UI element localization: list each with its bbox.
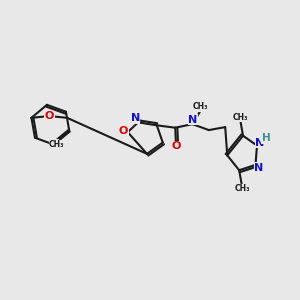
Text: H: H [262,133,270,143]
Text: O: O [119,126,128,136]
Text: N: N [255,138,265,148]
Text: N: N [188,115,198,125]
Text: N: N [254,163,264,173]
Text: CH₃: CH₃ [232,113,248,122]
Text: O: O [172,141,181,151]
Text: CH₃: CH₃ [49,140,64,149]
Text: CH₃: CH₃ [234,184,250,193]
Text: O: O [45,111,54,121]
Text: N: N [49,140,58,150]
Text: N: N [130,113,140,124]
Text: CH₃: CH₃ [193,102,208,111]
